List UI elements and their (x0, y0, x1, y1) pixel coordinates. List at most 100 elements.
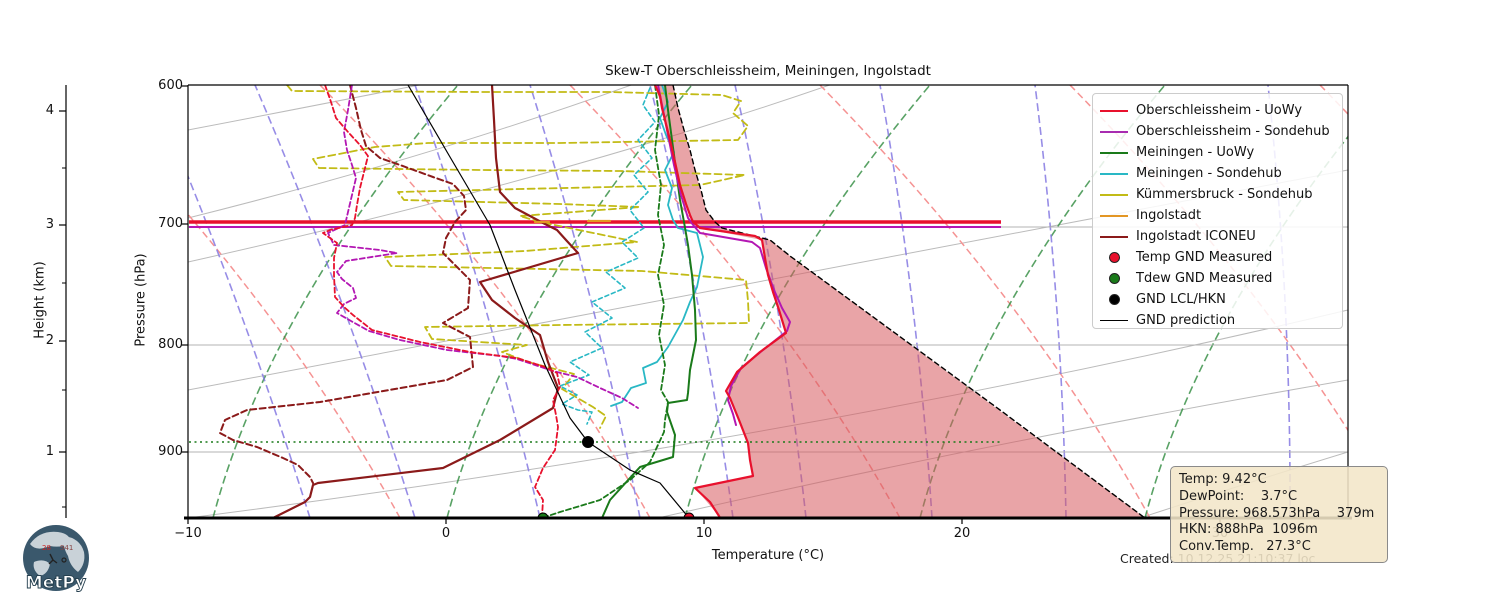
legend-item: Ingolstadt (1100, 205, 1342, 226)
bg-isotherms (188, 85, 832, 263)
legend-item-label: Meiningen - UoWy (1136, 145, 1255, 160)
series-gnd-prediction (407, 85, 690, 518)
height-axis-label: Height (km) (32, 261, 48, 339)
legend-item: Meiningen - Sondehub (1100, 163, 1342, 184)
legend-item: Oberschleissheim - Sondehub (1100, 121, 1342, 142)
legend-item: Oberschleissheim - UoWy (1100, 100, 1342, 121)
series-oberschleissheim-uowy-dew (322, 85, 561, 518)
bg-dry_adiabats (1319, 85, 1348, 116)
pressure-tick-label: 900 (158, 444, 183, 459)
metpy-station-number: 941 (60, 544, 73, 552)
legend-swatch (1100, 320, 1128, 321)
infobox-line: Temp: 9.42°C (1179, 472, 1267, 487)
bg-moist_adiabats (684, 85, 931, 518)
legend-swatch (1100, 214, 1128, 217)
metpy-station-symbol-icon (48, 553, 58, 565)
legend-swatch (1100, 193, 1128, 196)
legend-line-icon (1100, 151, 1128, 154)
height-tick-label: 4 (45, 103, 54, 118)
legend-swatch (1100, 151, 1128, 154)
bg-mixing_lines (188, 174, 311, 518)
legend-swatch (1100, 130, 1128, 133)
legend-line-icon (1100, 172, 1128, 175)
height-tick-label: 1 (45, 444, 54, 459)
series-meiningen-sondehub-dew (559, 87, 656, 425)
legend-line-icon (1100, 214, 1128, 217)
bg-mixing_lines (649, 85, 734, 518)
legend-item-label: Meiningen - Sondehub (1136, 166, 1282, 181)
legend-swatch (1100, 235, 1128, 238)
bg-dry_adiabats (188, 213, 401, 518)
bg-mixing_lines (529, 85, 641, 518)
pressure-tick-label: 700 (158, 216, 183, 231)
legend-line-icon (1100, 130, 1128, 133)
legend-item: Meiningen - UoWy (1100, 142, 1342, 163)
legend-item-label: Ingolstadt (1136, 208, 1202, 223)
legend-item-label: Oberschleissheim - Sondehub (1136, 124, 1330, 139)
surface-info-box: Temp: 9.42°C DewPoint: 3.7°C Pressure: 968… (1170, 466, 1388, 563)
bg-mixing_lines (254, 85, 416, 518)
legend-item: GND prediction (1100, 310, 1342, 331)
legend-item-label: Temp GND Measured (1136, 250, 1273, 265)
pressure-axis-label: Pressure (hPa) (133, 253, 149, 347)
legend-line-icon (1100, 235, 1128, 238)
bg-dry_adiabats (819, 85, 1151, 518)
legend-swatch (1100, 172, 1128, 175)
legend-dot-icon (1100, 252, 1128, 263)
metpy-continent-shape (63, 536, 85, 572)
legend-item-label: GND prediction (1136, 313, 1236, 328)
metpy-station-symbol-icon (61, 557, 67, 563)
x-axis-label: Temperature (°C) (711, 548, 825, 563)
series-oberschleissheim-uowy-temp (653, 85, 788, 518)
legend-item: Tdew GND Measured (1100, 268, 1342, 289)
legend-dot-icon (1100, 294, 1128, 305)
legend: Oberschleissheim - UoWy Oberschleissheim … (1092, 93, 1343, 329)
height-tick-label: 3 (45, 217, 54, 232)
legend-line-icon (1100, 193, 1128, 196)
series-ingolstadt-iconeu-dew (219, 85, 474, 484)
bg-mixing_lines (879, 85, 933, 518)
legend-swatch (1108, 273, 1120, 284)
series-parcel-profile (672, 85, 1146, 518)
legend-item-label: Tdew GND Measured (1136, 271, 1273, 286)
marker-gnd-lcl-hkn (582, 436, 594, 448)
bg-mixing_lines (414, 85, 541, 518)
legend-swatch (1108, 252, 1120, 263)
pressure-tick-label: 800 (158, 337, 183, 352)
legend-item-label: Kümmersbruck - Sondehub (1136, 187, 1313, 202)
legend-item: Ingolstadt ICONEU (1100, 226, 1342, 247)
legend-swatch (1108, 294, 1120, 305)
infobox-line: Pressure: 968.573hPa 379m (1179, 505, 1375, 521)
height-tick-label: 2 (45, 333, 54, 348)
x-tick-label: 20 (953, 526, 971, 541)
bg-dry_adiabats (319, 85, 651, 518)
legend-item-label: Ingolstadt ICONEU (1136, 229, 1256, 244)
legend-item: GND LCL/HKN (1100, 289, 1342, 310)
x-tick-label: 10 (695, 526, 713, 541)
legend-line-icon (1100, 109, 1128, 112)
metpy-continent-shape (33, 560, 50, 576)
legend-swatch (1100, 109, 1128, 112)
infobox-line: DewPoint: 3.7°C (1179, 488, 1298, 504)
infobox-line: HKN: 888hPa 1096m (1179, 522, 1318, 538)
legend-item: Temp GND Measured (1100, 247, 1342, 268)
infobox-line: Conv.Temp. 27.3°C (1179, 539, 1311, 555)
x-tick-label: −10 (174, 526, 202, 541)
bg-moist_adiabats (212, 85, 459, 518)
series-ingolstadt-iconeu-temp (271, 85, 580, 518)
series-meiningen-uowy-dew (544, 85, 669, 518)
metpy-wordmark: MetPy (26, 573, 86, 593)
legend-dot-icon (1100, 273, 1128, 284)
legend-item: Kümmersbruck - Sondehub (1100, 184, 1342, 205)
bg-isotherms (188, 85, 422, 131)
metpy-logo: 28 941 MetPy (23, 525, 89, 593)
series-kummersbruck-sondehub (286, 85, 750, 429)
pressure-tick-label: 600 (158, 78, 183, 93)
legend-item-label: Oberschleissheim - UoWy (1136, 103, 1303, 118)
cape-shaded-region (655, 85, 1145, 518)
metpy-continent-shape (30, 531, 71, 549)
legend-line-icon (1100, 320, 1128, 321)
x-tick-label: 0 (441, 526, 451, 541)
chart-title: Skew-T Oberschleissheim, Meiningen, Ingo… (605, 63, 931, 79)
